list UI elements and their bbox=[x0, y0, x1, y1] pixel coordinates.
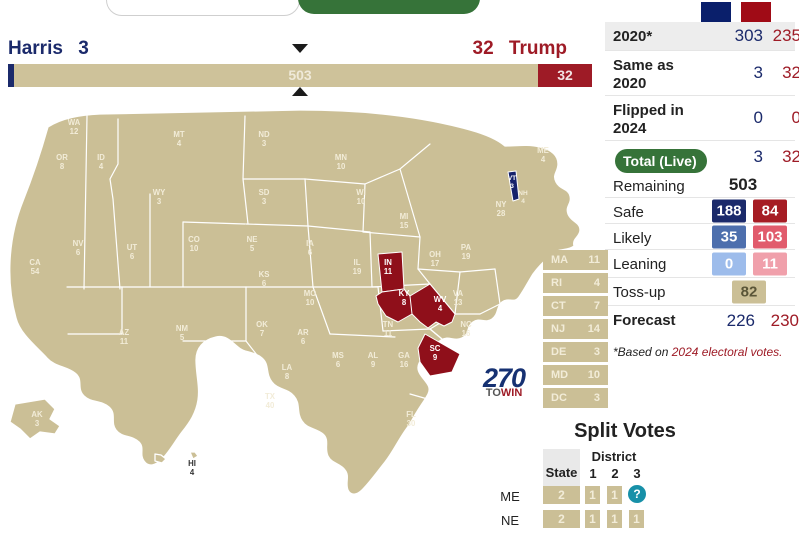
svg-text:HI4: HI 4 bbox=[188, 459, 196, 477]
